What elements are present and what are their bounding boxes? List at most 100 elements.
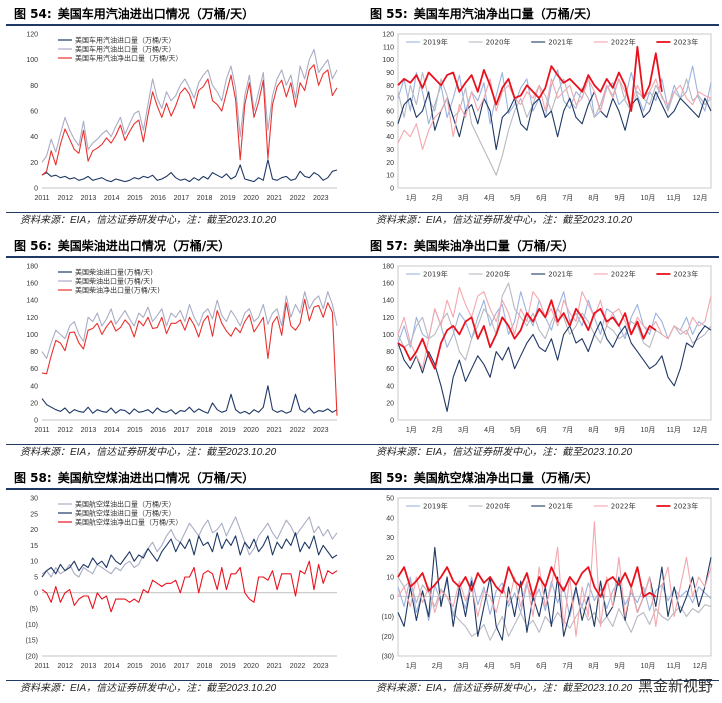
- x-tick-label: 2016: [150, 663, 166, 670]
- legend-label: 美国车用汽油进口量（万桶/天）: [75, 36, 175, 45]
- legend-label: 美国柴油进口量(万桶/天): [75, 268, 153, 277]
- figure-title: 美国柴油净出口量（万桶/天）: [413, 239, 575, 253]
- y-tick-label: 60: [30, 109, 38, 116]
- x-tick-label: 2022: [290, 427, 306, 434]
- x-tick-label: 12月: [693, 662, 708, 670]
- x-tick-label: 8月: [588, 662, 599, 670]
- figure-number: 图 58:: [14, 471, 52, 485]
- x-tick-label: 2014: [104, 663, 120, 670]
- x-tick-label: 2019: [220, 663, 236, 670]
- x-tick-label: 2011: [34, 663, 49, 670]
- series-line-2: [41, 64, 338, 176]
- x-tick-label: 2021: [266, 195, 282, 202]
- y-tick-label: 80: [30, 83, 38, 90]
- y-tick-label: 110: [383, 44, 394, 51]
- chart-title: 图 57: 美国柴油净出口量（万桶/天）: [362, 236, 719, 258]
- legend-label: 2023年: [673, 270, 698, 279]
- x-tick-label: 2018: [197, 195, 213, 202]
- legend-label: 2022年: [611, 502, 636, 511]
- legend-label: 2020年: [486, 270, 511, 279]
- x-tick-label: 2022: [290, 663, 306, 670]
- y-tick-label: 120: [26, 315, 38, 322]
- source-text: EIA，信达证券研发中心，注：截至2023.10.20: [70, 683, 277, 694]
- legend-label: 美国柴油净出口量(万桶/天): [75, 286, 160, 295]
- x-tick-label: 3月: [458, 194, 469, 202]
- y-tick-label: 30: [386, 147, 394, 154]
- y-tick-label: 10: [386, 575, 394, 582]
- x-tick-label: 2月: [432, 194, 443, 202]
- series-line-2: [397, 91, 712, 151]
- y-tick-label: 0: [390, 186, 394, 193]
- legend-label: 2019年: [423, 38, 448, 47]
- watermark-logo: 黑金新视野: [637, 677, 713, 695]
- x-tick-label: 2013: [81, 427, 97, 434]
- y-tick-label: 60: [30, 366, 38, 373]
- figure-number: 图 57:: [370, 239, 408, 253]
- x-tick-label: 2017: [174, 663, 190, 670]
- y-tick-label: 20: [386, 160, 394, 167]
- source-text: EIA，信达证券研发中心，注：截至2023.10.20: [426, 215, 633, 226]
- source-note: 资料来源：EIA，信达证券研发中心，注：截至2023.10.20: [362, 444, 719, 460]
- y-tick-label: 40: [386, 134, 394, 141]
- plot-frame: [397, 265, 712, 421]
- x-tick-label: 2015: [127, 663, 143, 670]
- y-tick-label: 100: [26, 332, 38, 339]
- series-line-2: [41, 560, 338, 613]
- source-text: EIA，信达证券研发中心，注：截至2023.10.20: [426, 683, 633, 694]
- x-tick-label: 5月: [510, 426, 521, 434]
- series-line-0: [41, 385, 338, 415]
- legend-label: 2020年: [486, 38, 511, 47]
- x-tick-label: 10月: [641, 662, 656, 670]
- source-note: 资料来源：EIA，信达证券研发中心，注：截至2023.10.20: [6, 680, 363, 696]
- y-tick-label: 40: [386, 515, 394, 522]
- y-tick-label: (30): [382, 654, 394, 661]
- y-tick-label: 50: [386, 121, 394, 128]
- x-tick-label: 3月: [458, 662, 469, 670]
- x-tick-label: 2023: [313, 427, 329, 434]
- plot-frame: [397, 497, 712, 657]
- source-text: EIA，信达证券研发中心，注：截至2023.10.20: [426, 447, 633, 458]
- figure-number: 图 54:: [14, 7, 52, 21]
- series-line-4: [397, 45, 663, 112]
- y-tick-label: 0: [390, 594, 394, 601]
- figure-number: 图 56:: [14, 239, 52, 253]
- y-tick-label: 20: [386, 555, 394, 562]
- series-line-3: [397, 78, 712, 151]
- y-tick-label: 50: [386, 496, 394, 503]
- chart-svg: (30) (20) (10) 0 10 20 30 40 50 1月 2月 3月 4月 5月 6月 7月 8月 9…: [382, 496, 712, 670]
- x-tick-label: 12月: [693, 194, 708, 202]
- x-tick-label: 2月: [432, 426, 443, 434]
- x-tick-label: 4月: [484, 426, 495, 434]
- y-tick-label: (20): [382, 634, 394, 641]
- x-tick-label: 8月: [588, 194, 599, 202]
- legend-label: 2019年: [423, 270, 448, 279]
- x-tick-label: 9月: [614, 426, 625, 434]
- legend-label: 美国航空煤油进口量（万桶/天）: [75, 509, 175, 518]
- x-tick-label: 2月: [432, 662, 443, 670]
- x-tick-label: 4月: [484, 662, 495, 670]
- chart-panel-54: 图 54: 美国车用汽油进出口情况（万桶/天） 0 20 40 60 80 100 120 20…: [6, 4, 363, 232]
- legend-label: 2021年: [548, 502, 573, 511]
- y-tick-label: 0: [34, 590, 38, 597]
- x-tick-label: 6月: [536, 194, 547, 202]
- x-tick-label: 4月: [484, 194, 495, 202]
- y-tick-label: 40: [30, 383, 38, 390]
- legend-label: 2022年: [611, 270, 636, 279]
- y-tick-label: 20: [30, 400, 38, 407]
- x-tick-label: 1月: [406, 194, 417, 202]
- series-line-4: [397, 299, 657, 370]
- x-tick-label: 2018: [197, 663, 213, 670]
- x-tick-label: 11月: [667, 662, 681, 670]
- x-tick-label: 2019: [220, 427, 236, 434]
- y-tick-label: 180: [382, 264, 394, 271]
- y-tick-label: 100: [382, 332, 394, 339]
- source-prefix: 资料来源：: [376, 215, 426, 226]
- y-tick-label: 140: [26, 298, 38, 305]
- source-text: EIA，信达证券研发中心，注：截至2023.10.20: [70, 215, 277, 226]
- chart-title: 图 58: 美国航空煤油进出口情况（万桶/天）: [6, 468, 363, 490]
- y-tick-label: 70: [386, 96, 394, 103]
- chart-panel-59: 图 59: 美国航空煤油净出口量（万桶/天） (30) (20) (10) 0 10 20 3…: [362, 468, 719, 700]
- x-tick-label: 2021: [266, 663, 282, 670]
- x-tick-label: 7月: [562, 194, 573, 202]
- y-tick-label: (15): [26, 638, 38, 645]
